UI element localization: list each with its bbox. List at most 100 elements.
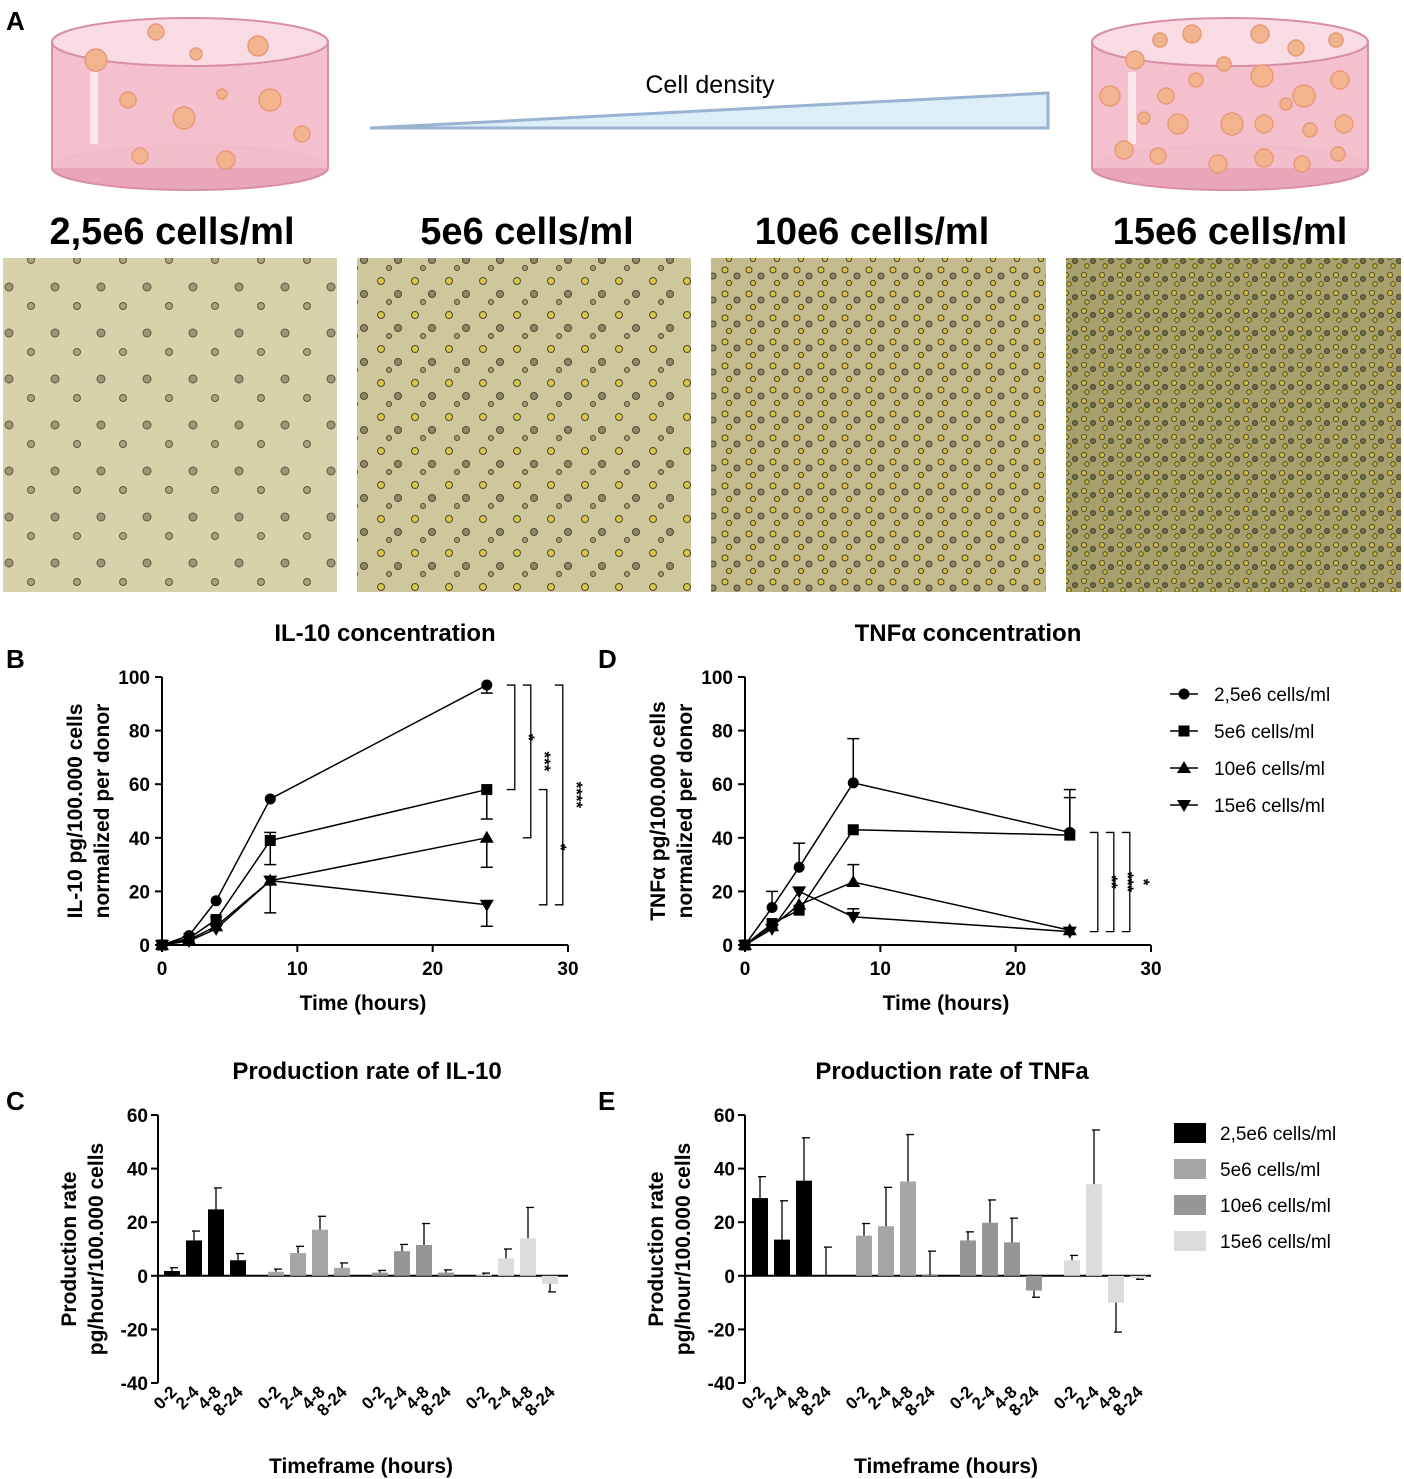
bar-2-2 bbox=[878, 1226, 894, 1276]
y-tick-label: 100 bbox=[701, 668, 733, 689]
data-point bbox=[155, 940, 169, 952]
bar-1-3 bbox=[208, 1209, 224, 1276]
data-point bbox=[182, 935, 197, 948]
bar-2-3 bbox=[900, 1181, 916, 1276]
y-tick-label: 20 bbox=[712, 882, 733, 903]
bar-1-1 bbox=[164, 1270, 180, 1276]
x-tick-label: 30 bbox=[557, 959, 578, 980]
data-point bbox=[766, 901, 778, 913]
bar-2-3 bbox=[312, 1229, 328, 1276]
significance-bracket bbox=[554, 684, 564, 906]
bar-2-4 bbox=[922, 1275, 938, 1277]
bar-4-4 bbox=[542, 1275, 558, 1284]
data-point bbox=[481, 679, 493, 691]
x-tick-label: 0 bbox=[157, 959, 168, 980]
data-point bbox=[479, 899, 494, 912]
y-axis-label: normalized per donor bbox=[91, 704, 114, 919]
y-tick-label: 60 bbox=[714, 1106, 735, 1127]
bar-1-4 bbox=[230, 1260, 246, 1276]
x-axis-label: Timeframe (hours) bbox=[269, 1455, 453, 1478]
data-point bbox=[264, 834, 276, 846]
bar-2-1 bbox=[856, 1235, 872, 1276]
data-point bbox=[481, 784, 493, 796]
bar-3-2 bbox=[394, 1251, 410, 1276]
legend-swatch bbox=[1174, 1231, 1206, 1251]
legend-marker bbox=[1178, 688, 1190, 700]
x-axis-label: Time (hours) bbox=[300, 992, 427, 1015]
x-tick-label: 10 bbox=[287, 959, 308, 980]
y-tick-label: 80 bbox=[129, 722, 150, 743]
density-gradient-triangle bbox=[369, 91, 1050, 130]
bar-4-4 bbox=[1130, 1275, 1146, 1278]
data-point bbox=[738, 940, 752, 952]
panel-letter-a: A bbox=[6, 6, 25, 36]
bar-1-4 bbox=[818, 1275, 834, 1277]
dish-low-density bbox=[51, 17, 329, 191]
bar-4-2 bbox=[1086, 1184, 1102, 1276]
legend-label: 10e6 cells/ml bbox=[1220, 1196, 1331, 1217]
legend-swatch bbox=[1174, 1195, 1206, 1215]
y-tick-label: -20 bbox=[121, 1320, 148, 1341]
x-tick-label: 0 bbox=[740, 959, 751, 980]
y-tick-label: 20 bbox=[714, 1213, 735, 1234]
data-point bbox=[792, 897, 807, 910]
y-tick-label: -40 bbox=[708, 1374, 735, 1395]
significance-label: * bbox=[519, 734, 538, 741]
density-label-3: 10e6 cells/ml bbox=[755, 211, 990, 253]
chart-il10-production-rate: Production rate of IL-10 -40 -20 0 20 40 60 Pro… bbox=[58, 1058, 568, 1478]
series-line-4 bbox=[161, 879, 487, 946]
y-tick-label: 20 bbox=[129, 882, 150, 903]
line-chart-legend: 2,5e6 cells/ml 5e6 cells/ml 10e6 cells/ml 1… bbox=[1170, 685, 1330, 817]
significance-bracket bbox=[1105, 831, 1115, 933]
chart-tnfa-production-rate: Production rate of TNFa -40 -20 0 20 40 60 Prod… bbox=[645, 1058, 1151, 1478]
data-point bbox=[479, 830, 494, 843]
micrograph-15e6 bbox=[1066, 258, 1401, 592]
bar-chart-legend: 2,5e6 cells/ml 5e6 cells/ml 10e6 cells/ml 1… bbox=[1174, 1123, 1336, 1253]
data-point bbox=[1064, 829, 1076, 841]
legend-label: 2,5e6 cells/ml bbox=[1214, 685, 1330, 706]
chart-il10-concentration: IL-10 concentration 0 20 40 60 80 100 0 10 20 30 Ti… bbox=[64, 620, 586, 1015]
y-tick-label: 40 bbox=[714, 1160, 735, 1181]
data-point bbox=[210, 895, 222, 907]
bar-3-4 bbox=[438, 1272, 454, 1276]
x-tick-label: 30 bbox=[1140, 959, 1161, 980]
bar-2-2 bbox=[290, 1253, 306, 1276]
data-point bbox=[1062, 926, 1077, 939]
significance-label: *** bbox=[535, 751, 554, 771]
panel-letter-c: C bbox=[6, 1086, 25, 1116]
data-point bbox=[765, 923, 780, 936]
chart-title: Production rate of TNFa bbox=[815, 1058, 1089, 1085]
y-tick-label: -20 bbox=[708, 1320, 735, 1341]
series-line-4 bbox=[744, 890, 1070, 946]
y-tick-label: 40 bbox=[129, 829, 150, 850]
significance-label: *** bbox=[1118, 872, 1137, 892]
significance-bracket bbox=[506, 684, 516, 791]
bar-1-3 bbox=[796, 1180, 812, 1276]
density-label-1: 2,5e6 cells/ml bbox=[49, 211, 294, 253]
bar-3-1 bbox=[960, 1240, 976, 1276]
chart-title: Production rate of IL-10 bbox=[232, 1058, 501, 1085]
legend-label: 15e6 cells/ml bbox=[1220, 1232, 1331, 1253]
data-point bbox=[263, 875, 278, 888]
bar-4-1 bbox=[1064, 1260, 1080, 1276]
x-tick-label: 20 bbox=[1005, 959, 1026, 980]
bar-2-4 bbox=[334, 1267, 350, 1276]
legend-swatch bbox=[1174, 1123, 1206, 1143]
significance-bracket bbox=[538, 788, 548, 906]
legend-marker bbox=[1177, 800, 1191, 812]
bar-4-3 bbox=[1108, 1275, 1124, 1303]
data-point bbox=[209, 923, 224, 936]
panel-letter-d: D bbox=[598, 644, 617, 674]
y-tick-label: 40 bbox=[127, 1160, 148, 1181]
y-tick-label: 0 bbox=[139, 936, 150, 957]
legend-marker bbox=[1177, 761, 1191, 773]
panel-letter-e: E bbox=[598, 1086, 615, 1116]
data-point bbox=[846, 875, 861, 888]
y-tick-label: 20 bbox=[127, 1213, 148, 1234]
significance-bracket bbox=[1121, 831, 1131, 933]
y-tick-label: 60 bbox=[129, 775, 150, 796]
y-axis-label: Production rate bbox=[58, 1171, 81, 1326]
significance-bracket bbox=[1089, 831, 1099, 933]
legend-label: 15e6 cells/ml bbox=[1214, 796, 1325, 817]
